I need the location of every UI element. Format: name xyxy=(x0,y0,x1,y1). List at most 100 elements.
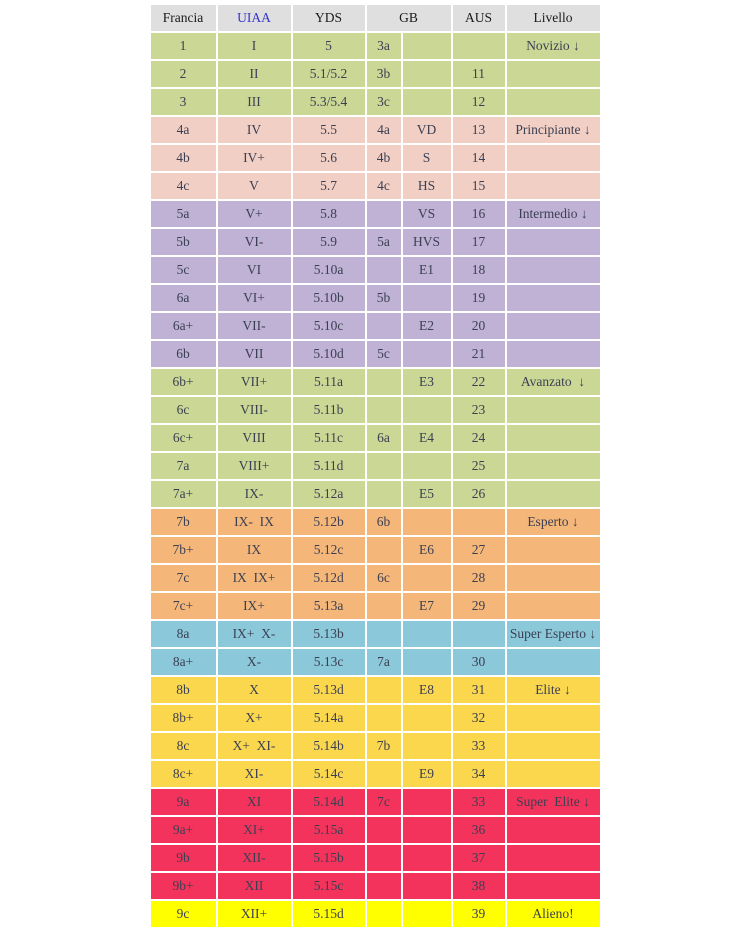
grade-row: 7a+ IX- 5.12a E5 26 xyxy=(150,481,600,507)
cell-livello xyxy=(506,453,600,479)
grade-row: 4a IV 5.5 4a VD 13 Principiante ↓ xyxy=(150,117,600,143)
cell-francia: 9b+ xyxy=(150,873,216,899)
cell-yds: 5.14c xyxy=(292,761,365,787)
cell-livello xyxy=(506,565,600,591)
cell-francia: 7b xyxy=(150,509,216,535)
cell-gb-adj xyxy=(402,341,451,367)
cell-livello xyxy=(506,705,600,731)
cell-aus: 34 xyxy=(452,761,505,787)
cell-gb-adj xyxy=(402,649,451,675)
cell-gb-tech xyxy=(366,453,401,479)
cell-gb-tech xyxy=(366,313,401,339)
grade-row: 9b+ XII 5.15c 38 xyxy=(150,873,600,899)
grade-row: 2 II 5.1/5.2 3b 11 xyxy=(150,61,600,87)
cell-gb-tech: 6b xyxy=(366,509,401,535)
grade-row: 8a+ X- 5.13c 7a 30 xyxy=(150,649,600,675)
cell-livello xyxy=(506,313,600,339)
cell-livello: Principiante ↓ xyxy=(506,117,600,143)
cell-gb-adj: HVS xyxy=(402,229,451,255)
cell-yds: 5.13a xyxy=(292,593,365,619)
cell-francia: 9b xyxy=(150,845,216,871)
cell-gb-tech xyxy=(366,901,401,927)
cell-uiaa: IX xyxy=(217,537,291,563)
cell-gb-tech: 5b xyxy=(366,285,401,311)
cell-yds: 5.10c xyxy=(292,313,365,339)
cell-livello: Elite ↓ xyxy=(506,677,600,703)
grade-row: 6a VI+ 5.10b 5b 19 xyxy=(150,285,600,311)
cell-gb-tech: 5a xyxy=(366,229,401,255)
col-header-uiaa-link[interactable]: UIAA xyxy=(217,5,291,31)
grade-row: 1 I 5 3a Novizio ↓ xyxy=(150,33,600,59)
cell-aus: 21 xyxy=(452,341,505,367)
cell-aus: 15 xyxy=(452,173,505,199)
cell-francia: 7c xyxy=(150,565,216,591)
cell-uiaa: IX- IX xyxy=(217,509,291,535)
cell-gb-tech: 7c xyxy=(366,789,401,815)
cell-yds: 5.3/5.4 xyxy=(292,89,365,115)
cell-yds: 5.10a xyxy=(292,257,365,283)
cell-gb-adj xyxy=(402,509,451,535)
cell-francia: 8a xyxy=(150,621,216,647)
cell-gb-tech xyxy=(366,257,401,283)
cell-uiaa: XI xyxy=(217,789,291,815)
grade-row: 6b VII 5.10d 5c 21 xyxy=(150,341,600,367)
grade-row: 6a+ VII- 5.10c E2 20 xyxy=(150,313,600,339)
cell-gb-adj xyxy=(402,285,451,311)
cell-livello xyxy=(506,425,600,451)
cell-yds: 5.13b xyxy=(292,621,365,647)
cell-francia: 3 xyxy=(150,89,216,115)
cell-yds: 5.5 xyxy=(292,117,365,143)
cell-uiaa: XI+ xyxy=(217,817,291,843)
cell-uiaa: XI- xyxy=(217,761,291,787)
cell-uiaa: I xyxy=(217,33,291,59)
cell-uiaa: X+ XI- xyxy=(217,733,291,759)
cell-francia: 7b+ xyxy=(150,537,216,563)
grade-row: 5c VI 5.10a E1 18 xyxy=(150,257,600,283)
cell-gb-tech xyxy=(366,817,401,843)
grade-row: 7a VIII+ 5.11d 25 xyxy=(150,453,600,479)
cell-yds: 5.11b xyxy=(292,397,365,423)
cell-livello xyxy=(506,761,600,787)
cell-yds: 5 xyxy=(292,33,365,59)
cell-francia: 7c+ xyxy=(150,593,216,619)
cell-aus: 39 xyxy=(452,901,505,927)
cell-gb-adj xyxy=(402,453,451,479)
cell-gb-adj xyxy=(402,789,451,815)
cell-aus: 18 xyxy=(452,257,505,283)
cell-uiaa: XII+ xyxy=(217,901,291,927)
cell-livello xyxy=(506,257,600,283)
cell-gb-tech: 3b xyxy=(366,61,401,87)
cell-aus: 26 xyxy=(452,481,505,507)
cell-francia: 1 xyxy=(150,33,216,59)
header-row: Francia UIAA YDS GB AUS Livello xyxy=(150,5,600,31)
cell-gb-adj: E4 xyxy=(402,425,451,451)
cell-francia: 9a+ xyxy=(150,817,216,843)
cell-gb-tech: 4c xyxy=(366,173,401,199)
cell-uiaa: IV xyxy=(217,117,291,143)
cell-aus: 37 xyxy=(452,845,505,871)
cell-aus: 33 xyxy=(452,733,505,759)
cell-francia: 6c+ xyxy=(150,425,216,451)
cell-francia: 6b+ xyxy=(150,369,216,395)
cell-uiaa: VIII+ xyxy=(217,453,291,479)
cell-aus: 38 xyxy=(452,873,505,899)
cell-uiaa: XII- xyxy=(217,845,291,871)
cell-aus: 20 xyxy=(452,313,505,339)
cell-yds: 5.15d xyxy=(292,901,365,927)
cell-yds: 5.14a xyxy=(292,705,365,731)
grade-row: 7b IX- IX 5.12b 6b Esperto ↓ xyxy=(150,509,600,535)
cell-gb-adj: E7 xyxy=(402,593,451,619)
cell-gb-adj xyxy=(402,397,451,423)
cell-gb-tech: 3a xyxy=(366,33,401,59)
cell-yds: 5.15c xyxy=(292,873,365,899)
grade-table-body: 1 I 5 3a Novizio ↓ 2 II 5.1/5.2 3b 11 3 III 5.3/5.4 3… xyxy=(150,33,600,927)
cell-gb-tech: 6c xyxy=(366,565,401,591)
cell-francia: 4b xyxy=(150,145,216,171)
cell-aus: 12 xyxy=(452,89,505,115)
cell-livello: Super Esperto ↓ xyxy=(506,621,600,647)
cell-livello xyxy=(506,845,600,871)
cell-francia: 5b xyxy=(150,229,216,255)
cell-yds: 5.11c xyxy=(292,425,365,451)
grade-row: 6c+ VIII 5.11c 6a E4 24 xyxy=(150,425,600,451)
cell-yds: 5.13d xyxy=(292,677,365,703)
